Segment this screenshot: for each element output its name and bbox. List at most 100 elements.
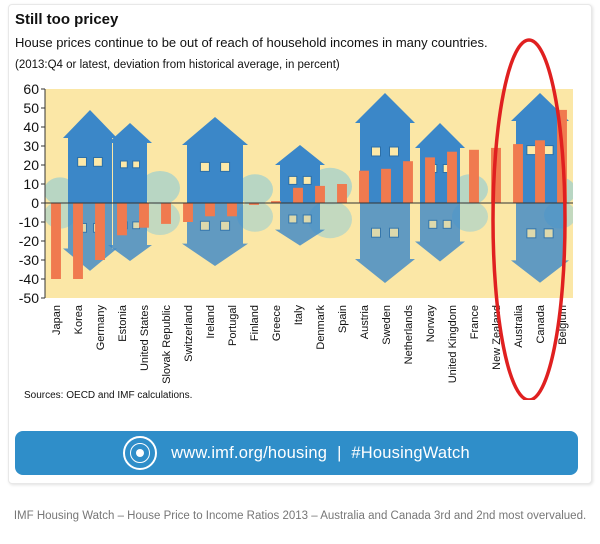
bar-spain <box>337 184 347 203</box>
banner-hashtag[interactable]: #HousingWatch <box>351 443 470 462</box>
bar-finland <box>249 203 259 205</box>
highlight-ring <box>491 38 567 400</box>
house-window-reflection-icon <box>371 227 381 238</box>
bar-greece <box>271 201 281 203</box>
house-window-reflection-icon <box>199 220 210 231</box>
house-window-reflection-icon <box>442 219 452 229</box>
y-tick-label: -40 <box>19 271 39 287</box>
category-label: France <box>469 305 481 339</box>
category-label: Slovak Republic <box>161 305 173 384</box>
category-label: Switzerland <box>183 305 195 362</box>
imf-seal-icon <box>123 436 158 470</box>
house-window-icon <box>93 157 103 167</box>
house-reflection-icon <box>355 203 415 283</box>
chart-note: (2013:Q4 or latest, deviation from histo… <box>15 59 340 71</box>
house-window-icon <box>132 160 141 169</box>
category-label: Denmark <box>315 305 327 350</box>
house-icon <box>108 123 152 203</box>
category-label: Norway <box>425 305 437 343</box>
house-icon <box>275 145 325 203</box>
house-window-icon <box>302 175 312 185</box>
house-reflection-icon <box>182 203 248 266</box>
house-reflection-icon <box>511 203 569 283</box>
category-label: Netherlands <box>403 305 415 365</box>
category-label: United States <box>139 305 151 372</box>
house-window-icon <box>288 175 298 185</box>
y-tick-label: 0 <box>31 195 39 211</box>
y-tick-label: 30 <box>23 138 39 154</box>
bar-slovak-republic <box>161 203 171 224</box>
house-window-reflection-icon <box>526 228 537 239</box>
bar-germany <box>95 203 105 260</box>
category-label: Greece <box>271 305 283 341</box>
category-label: Germany <box>95 305 107 351</box>
bar-ireland <box>205 203 215 217</box>
imf-banner[interactable]: www.imf.org/housing | #HousingWatch <box>15 431 578 475</box>
y-tick-label: -10 <box>19 214 39 230</box>
category-label: United Kingdom <box>447 305 459 383</box>
chart-subtitle: House prices continue to be out of reach… <box>15 35 488 50</box>
tree-icon <box>140 171 180 205</box>
banner-separator: | <box>337 443 342 462</box>
house-icon <box>355 93 415 203</box>
banner-url-link[interactable]: www.imf.org/housing <box>171 443 328 462</box>
bar-estonia <box>117 203 127 236</box>
house-price-chart: -50 -40 -30 -20 -10 0 10 20 30 40 50 60 Japan Korea G… <box>19 38 573 400</box>
bar-new-zealand <box>491 147 501 203</box>
category-label: Sweden <box>381 305 393 345</box>
bar-italy <box>293 187 303 203</box>
house-reflection-icon <box>415 203 465 262</box>
bar-australia <box>513 144 523 203</box>
category-label: Portugal <box>227 305 239 346</box>
bar-portugal <box>227 203 237 217</box>
bar-canada <box>535 140 545 203</box>
bar-united-kingdom <box>447 151 457 203</box>
house-window-reflection-icon <box>389 227 399 238</box>
bar-austria <box>359 170 369 203</box>
y-tick-label: -30 <box>19 252 39 268</box>
tree-reflection-icon <box>452 201 488 232</box>
tree-icon <box>237 174 273 205</box>
category-label: Austria <box>359 304 371 339</box>
bar-switzerland <box>183 203 193 222</box>
house-window-reflection-icon <box>543 228 554 239</box>
category-label: Spain <box>337 305 349 333</box>
y-tick-label: 20 <box>23 157 39 173</box>
category-label: Italy <box>293 305 305 326</box>
house-window-icon <box>371 146 381 157</box>
house-window-icon <box>119 160 128 169</box>
y-tick-label: 60 <box>23 81 39 97</box>
house-window-reflection-icon <box>302 214 312 224</box>
bar-sweden <box>381 168 391 203</box>
sources-note: Sources: OECD and IMF calculations. <box>24 390 193 401</box>
house-window-icon <box>220 161 231 172</box>
y-tick-label: 40 <box>23 119 39 135</box>
bar-korea <box>73 203 83 279</box>
y-tick-label: -20 <box>19 233 39 249</box>
category-label: Australia <box>513 304 525 348</box>
category-label: Ireland <box>205 305 217 339</box>
category-label: Korea <box>73 304 85 334</box>
bar-france <box>469 149 479 203</box>
bar-japan <box>51 203 61 279</box>
image-caption: IMF Housing Watch – House Price to Incom… <box>13 510 587 522</box>
house-reflection-icon <box>275 203 325 246</box>
house-window-icon <box>77 157 87 167</box>
bar-denmark <box>315 185 325 203</box>
category-label: Japan <box>51 305 63 335</box>
house-window-icon <box>543 145 554 156</box>
category-label: Canada <box>535 304 547 343</box>
house-window-reflection-icon <box>288 214 298 224</box>
tree-reflection-icon <box>237 201 273 232</box>
house-icon <box>182 117 248 203</box>
category-label: Finland <box>249 305 261 341</box>
house-window-reflection-icon <box>220 220 231 231</box>
chart-title: Still too pricey <box>15 11 119 28</box>
y-tick-label: 50 <box>23 100 39 116</box>
y-tick-label: -50 <box>19 290 39 306</box>
y-tick-label: 10 <box>23 176 39 192</box>
house-icon <box>63 110 117 203</box>
category-label: Estonia <box>117 304 129 342</box>
house-window-reflection-icon <box>132 221 141 230</box>
bar-netherlands <box>403 161 413 203</box>
